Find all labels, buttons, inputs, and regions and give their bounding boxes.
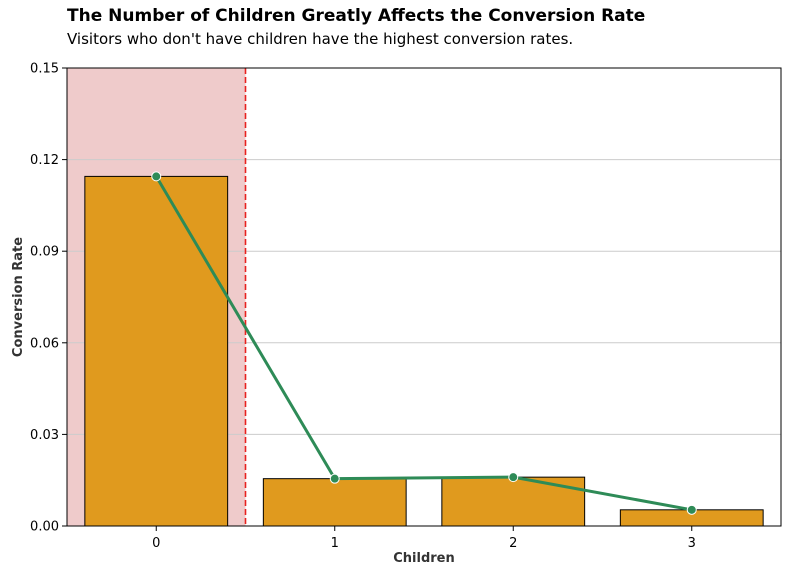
chart-subtitle: Visitors who don't have children have th… — [67, 30, 574, 48]
x-tick-label: 1 — [331, 536, 339, 551]
data-point — [508, 472, 519, 483]
x-axis-label: Children — [393, 551, 455, 566]
x-tick-label: 3 — [688, 536, 696, 551]
chart-title: The Number of Children Greatly Affects t… — [67, 6, 646, 26]
x-tick-label: 2 — [509, 536, 517, 551]
line-layer — [151, 171, 697, 515]
data-point — [151, 171, 162, 182]
y-tick-label: 0.06 — [30, 336, 59, 351]
data-point — [329, 473, 340, 484]
x-tick-label: 0 — [152, 536, 160, 551]
y-tick-label: 0.00 — [30, 520, 59, 535]
bar — [262, 478, 407, 527]
plot-frame — [66, 67, 782, 527]
y-tick-label: 0.15 — [30, 62, 59, 77]
y-axis-label: Conversion Rate — [11, 237, 26, 357]
y-tick-label: 0.12 — [30, 153, 59, 168]
series-line — [154, 174, 694, 512]
bar — [84, 175, 229, 527]
y-tick-label: 0.03 — [30, 428, 59, 443]
bar — [441, 476, 586, 527]
data-point — [686, 504, 697, 515]
y-tick-label: 0.09 — [30, 245, 59, 260]
axes-layer: 0.00 0.03 0.06 0.09 0.12 0.15 0 1 2 3 — [30, 62, 782, 551]
